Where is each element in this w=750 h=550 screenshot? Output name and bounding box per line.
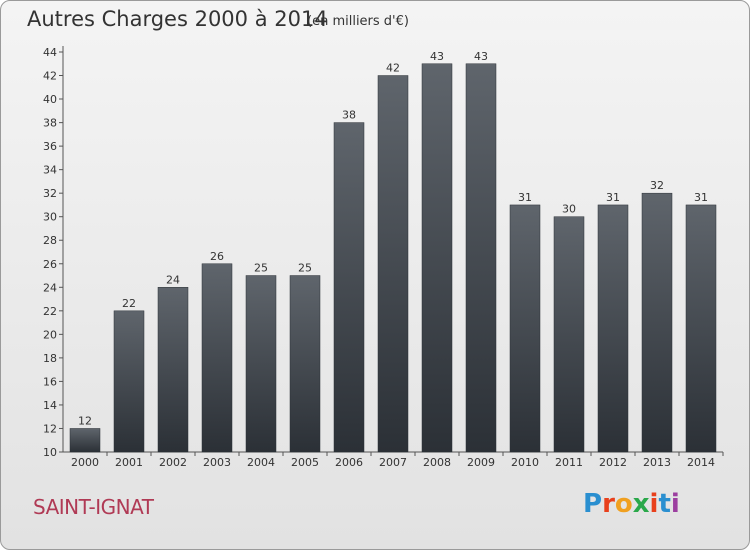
bar-2007	[377, 75, 409, 453]
bar-2012	[597, 204, 629, 453]
y-tick-label: 10	[43, 446, 57, 459]
bar-value-label: 43	[474, 50, 488, 63]
x-tick-label: 2005	[291, 456, 319, 469]
x-tick-label: 2001	[115, 456, 143, 469]
y-tick-label: 18	[43, 352, 57, 365]
y-tick-label: 32	[43, 187, 57, 200]
bar-2013	[641, 192, 673, 453]
bar-2006	[333, 122, 365, 453]
proxiti-logo: Proxiti	[583, 489, 680, 519]
x-tick-label: 2011	[555, 456, 583, 469]
y-tick-label: 26	[43, 258, 57, 271]
bar-2003	[201, 263, 233, 453]
bar-2004	[245, 275, 277, 453]
bar-2001	[113, 310, 145, 453]
bar-2010	[509, 204, 541, 453]
bar-value-label: 26	[210, 250, 224, 263]
x-tick-label: 2006	[335, 456, 363, 469]
x-tick-label: 2009	[467, 456, 495, 469]
x-tick-label: 2007	[379, 456, 407, 469]
commune-name: SAINT-IGNAT	[33, 495, 154, 519]
x-tick-label: 2008	[423, 456, 451, 469]
bar-value-label: 25	[298, 262, 312, 275]
x-tick-label: 2000	[71, 456, 99, 469]
x-tick-label: 2013	[643, 456, 671, 469]
logo-letter: P	[583, 489, 603, 519]
bar-value-label: 32	[650, 179, 664, 192]
x-tick-label: 2012	[599, 456, 627, 469]
y-tick-label: 28	[43, 234, 57, 247]
bar-value-label: 22	[122, 297, 136, 310]
x-tick-label: 2014	[687, 456, 715, 469]
logo-letter: t	[658, 489, 671, 519]
bar-value-label: 12	[78, 414, 92, 427]
logo-letter: i	[649, 489, 659, 519]
y-tick-label: 16	[43, 375, 57, 388]
bar-2014	[685, 204, 717, 453]
x-tick-label: 2010	[511, 456, 539, 469]
y-tick-label: 42	[43, 70, 57, 83]
bar-value-label: 38	[342, 109, 356, 122]
logo-letter: r	[602, 489, 615, 519]
y-tick-label: 38	[43, 117, 57, 130]
bar-value-label: 31	[518, 191, 532, 204]
bar-2005	[289, 275, 321, 453]
chart-subtitle: (en milliers d'€)	[307, 14, 409, 29]
logo-letter: x	[632, 489, 650, 519]
bar-2011	[553, 216, 585, 453]
y-tick-label: 14	[43, 399, 57, 412]
bar-value-label: 43	[430, 50, 444, 63]
bar-2009	[465, 63, 497, 453]
y-tick-label: 24	[43, 281, 57, 294]
x-tick-label: 2004	[247, 456, 275, 469]
bar-2002	[157, 287, 189, 453]
bar-2008	[421, 63, 453, 453]
y-tick-label: 12	[43, 422, 57, 435]
bar-value-label: 31	[606, 191, 620, 204]
y-tick-label: 30	[43, 211, 57, 224]
bar-value-label: 30	[562, 203, 576, 216]
bar-2000	[69, 428, 101, 453]
bar-value-label: 31	[694, 191, 708, 204]
bar-value-label: 25	[254, 262, 268, 275]
y-tick-label: 40	[43, 93, 57, 106]
x-tick-label: 2003	[203, 456, 231, 469]
y-tick-label: 34	[43, 164, 57, 177]
chart-title: Autres Charges 2000 à 2014	[27, 7, 328, 31]
bar-value-label: 42	[386, 62, 400, 75]
x-tick-label: 2002	[159, 456, 187, 469]
logo-letter: o	[614, 489, 633, 519]
y-tick-label: 44	[43, 46, 57, 59]
y-tick-label: 22	[43, 305, 57, 318]
bar-value-label: 24	[166, 273, 180, 286]
y-tick-label: 36	[43, 140, 57, 153]
y-tick-label: 20	[43, 328, 57, 341]
logo-letter: i	[670, 489, 680, 519]
